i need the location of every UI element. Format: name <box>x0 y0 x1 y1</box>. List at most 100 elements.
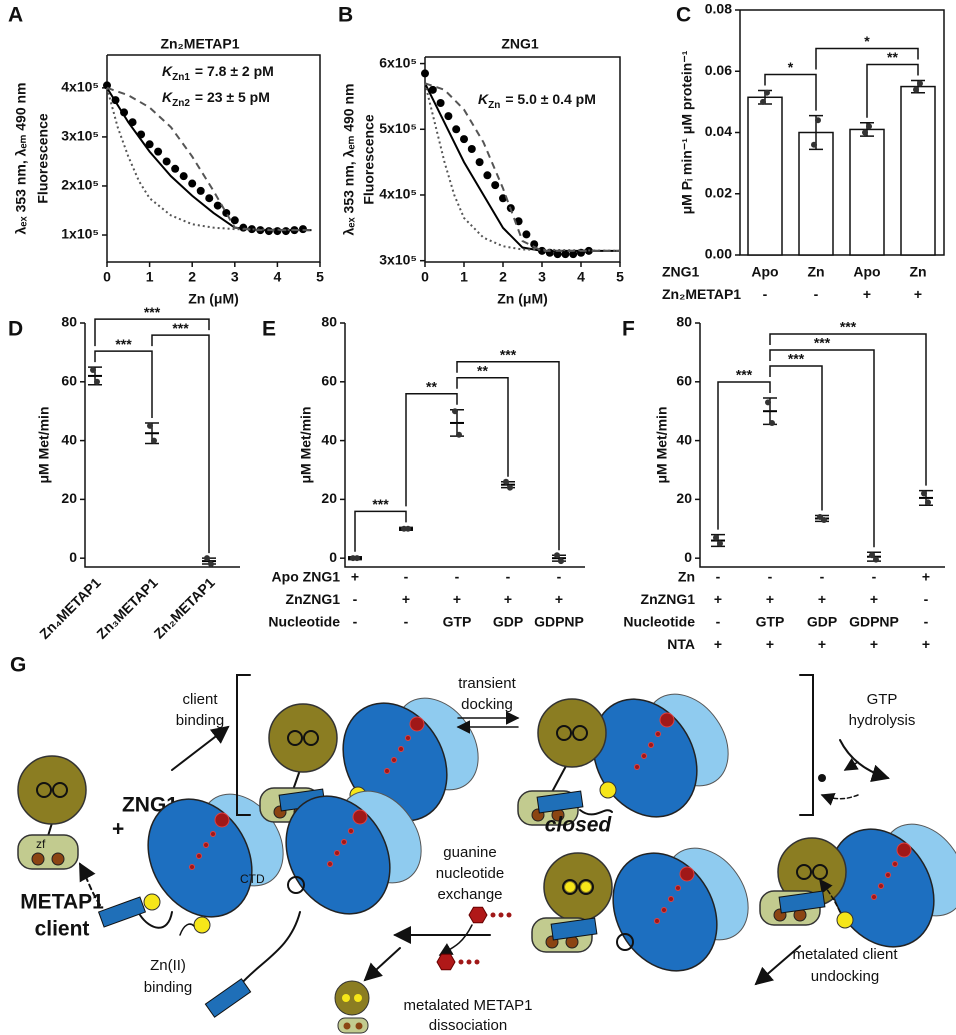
condition-label: Nucleotide <box>623 614 695 630</box>
significance-label: * <box>864 33 870 49</box>
panel-label: D <box>8 318 23 341</box>
data-point <box>354 555 360 562</box>
arrow <box>839 739 890 783</box>
significance-label: ** <box>426 378 437 394</box>
y-tick-label: 0 <box>69 549 77 565</box>
phosphate <box>818 774 826 782</box>
data-point <box>483 171 492 180</box>
condition-value: GTP <box>756 614 785 630</box>
metap1 <box>17 755 87 825</box>
arrow <box>363 947 401 982</box>
condition-value: + <box>714 636 722 652</box>
condition-value: + <box>555 591 563 607</box>
condition-value: Zn <box>909 264 926 280</box>
y-tick-label: 60 <box>61 372 77 388</box>
fit-line <box>424 82 620 252</box>
condition-value: + <box>453 591 461 607</box>
condition-label: ZNG1 <box>662 264 700 280</box>
step-label: client <box>182 691 218 708</box>
zinc <box>354 994 362 1002</box>
condition-value: GDPNP <box>534 614 584 630</box>
panel-label: F <box>622 318 635 341</box>
data-point <box>456 431 462 438</box>
zinc-finger <box>337 1017 369 1034</box>
step-label: metalated client <box>792 946 898 963</box>
significance-bracket <box>769 333 927 486</box>
significance-label: *** <box>144 304 161 320</box>
annotation: KZn1 = 7.8 ± 2 pM <box>162 63 274 83</box>
metap1-label: METAP1 <box>20 891 104 914</box>
bar <box>747 96 783 256</box>
y-tick-label: 40 <box>676 431 692 447</box>
condition-value: + <box>922 569 930 585</box>
y-axis-label: Fluorescence <box>35 113 51 203</box>
axis-line <box>699 323 945 568</box>
bar <box>798 131 834 256</box>
y-tick-label: 0.06 <box>705 62 732 78</box>
y-tick-label: 2x10⁵ <box>61 177 99 193</box>
data-point <box>103 81 111 90</box>
y-tick-label: 80 <box>676 314 692 330</box>
data-point <box>147 422 153 429</box>
annotation-subscript: Zn <box>488 100 500 111</box>
y-axis-label: μM Met/min <box>298 406 314 483</box>
arrow <box>819 878 841 913</box>
state-label: closed <box>545 814 613 837</box>
plus: + <box>112 818 124 841</box>
chart-panel: B ZNG1 KZn = 5.0 ± 0.4 pM 3x10⁵ 4x10⁵ 5x10⁵ 6x1… <box>338 4 624 307</box>
data-point <box>213 201 222 210</box>
y-tick-label: 0 <box>684 549 692 565</box>
bar <box>849 128 885 256</box>
data-point <box>866 123 872 130</box>
step-label: exchange <box>437 886 502 903</box>
panel-label: E <box>262 318 276 341</box>
significance-bracket <box>764 73 817 111</box>
significance-label: *** <box>372 496 389 512</box>
arrow <box>179 923 195 936</box>
condition-value: - <box>557 569 562 585</box>
y-tick-label: 0.00 <box>705 246 732 262</box>
y-tick-label: 20 <box>61 490 77 506</box>
x-tick-label: 5 <box>316 269 324 285</box>
condition-value: + <box>402 591 410 607</box>
y-tick-label: 60 <box>676 372 692 388</box>
data-point <box>475 158 484 167</box>
metap1 <box>268 703 338 773</box>
annotation-text: = 5.0 ± 0.4 pM <box>505 91 596 107</box>
significance-bracket <box>866 63 919 118</box>
x-tick-label: 1 <box>146 269 154 285</box>
condition-value: - <box>768 569 773 585</box>
mechanism-diagram: G zf METAP1 client + ZNG1 CTD client bin… <box>10 654 956 1034</box>
data-point <box>811 141 817 148</box>
chart-panel: F 0 20 40 60 80 μM Met/min Zn - - - - + ZnZNG1 + + + + - Nu… <box>622 314 945 652</box>
y-tick-label: 3x10⁵ <box>61 128 99 144</box>
data-point <box>713 534 719 541</box>
condition-value: + <box>914 286 922 302</box>
arrow <box>754 945 801 986</box>
significance-bracket <box>354 510 407 552</box>
bracket <box>236 674 814 816</box>
x-tick-label: 1 <box>460 269 468 285</box>
step-label: binding <box>176 712 224 729</box>
condition-value: - <box>872 569 877 585</box>
significance-bracket <box>815 47 919 70</box>
significance-bracket <box>94 350 153 418</box>
y-tick-label: 6x10⁵ <box>379 54 417 70</box>
condition-value: + <box>766 636 774 652</box>
y-tick-label: 3x10⁵ <box>379 251 417 267</box>
significance-label: ** <box>477 362 488 378</box>
x-axis-label: Zn (μM) <box>497 291 548 307</box>
y-axis-label: λₑₓ 353 nm, λₑₘ 490 nm <box>13 82 29 234</box>
y-axis-label: μM Met/min <box>36 406 52 483</box>
condition-label: Zn <box>678 569 695 585</box>
data-point <box>764 89 770 96</box>
annotation-text: = 23 ± 5 pM <box>195 89 270 105</box>
data-point <box>873 556 879 563</box>
panel-label: B <box>338 4 353 27</box>
y-tick-label: 1x10⁵ <box>61 226 99 242</box>
annotation-subscript: Zn1 <box>172 72 190 83</box>
condition-label: Apo ZNG1 <box>272 569 341 585</box>
y-tick-label: 60 <box>321 372 337 388</box>
chart-title: Zn₂METAP1 <box>160 36 239 52</box>
condition-value: + <box>870 636 878 652</box>
